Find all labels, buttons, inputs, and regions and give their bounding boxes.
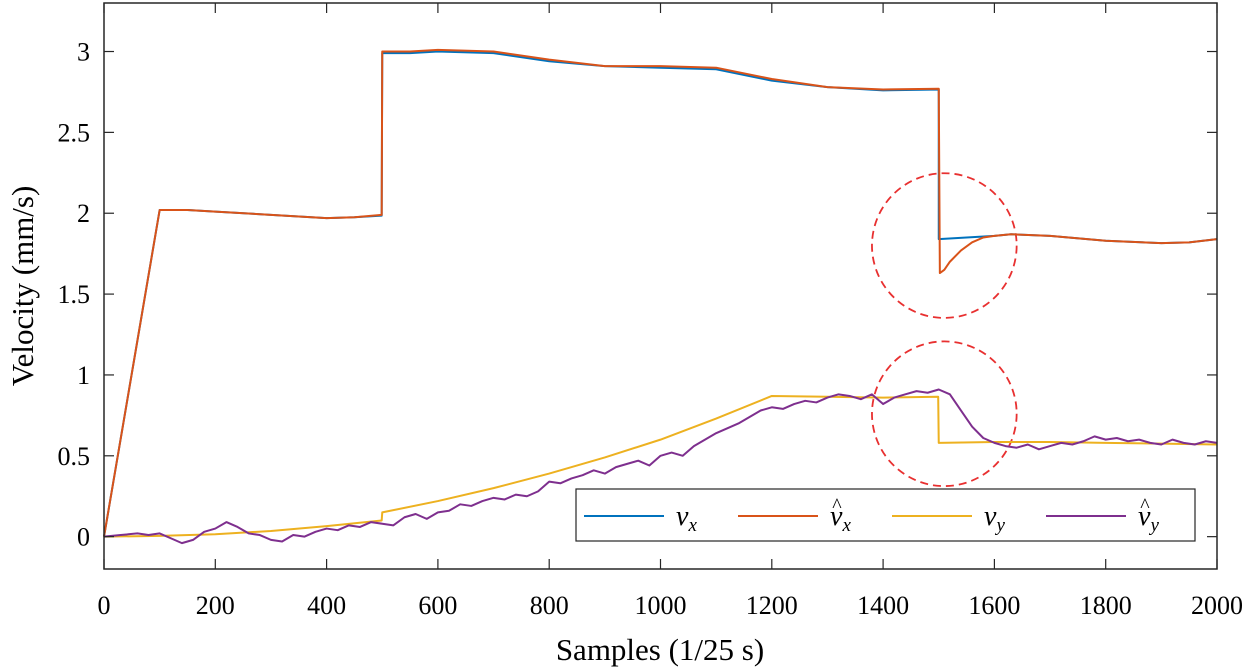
x-tick-label: 1400: [857, 591, 909, 620]
y-tick-label: 0: [77, 523, 90, 552]
x-tick-label: 1000: [635, 591, 687, 620]
legend-hat: ^: [832, 495, 842, 517]
series-layer: [103, 48, 1218, 545]
legend-item-v-y: vy: [892, 501, 1005, 536]
x-axis-label: Samples (1/25 s): [556, 632, 764, 667]
legend-label: vy: [984, 501, 1005, 536]
y-tick-label: 1: [77, 361, 90, 390]
legend-hat: ^: [1140, 495, 1150, 517]
x-tick-label: 2000: [1191, 591, 1243, 620]
legend-item-v-x: vx: [584, 501, 697, 536]
series-line-v-y-hat: [103, 388, 1218, 545]
legend-item-v-x-hat: vx^: [738, 495, 851, 536]
x-tick-label: 600: [418, 591, 457, 620]
y-tick-label: 1.5: [58, 280, 91, 309]
ticks-layer: [103, 3, 1218, 569]
annotations-layer: [871, 172, 1018, 487]
legend-label: vy: [1138, 501, 1159, 536]
legend-item-v-y-hat: vy^: [1046, 495, 1159, 536]
legend-label: vx: [676, 501, 697, 536]
x-tick-label: 400: [307, 591, 346, 620]
x-tick-label: 800: [530, 591, 569, 620]
tick-labels-layer: 0 200 400 600 800 1000 1200 1400 1600 1800 2000 0 0.…: [58, 38, 1244, 620]
x-tick-label: 1800: [1080, 591, 1132, 620]
x-tick-label: 1600: [968, 591, 1020, 620]
legend-label: vx: [830, 501, 851, 536]
y-tick-label: 3: [77, 38, 90, 67]
series-line-v-y: [103, 394, 1218, 538]
legend: vx vx^ vy vy^: [575, 488, 1196, 542]
y-tick-label: 0.5: [58, 442, 91, 471]
x-tick-label: 200: [196, 591, 235, 620]
series-line-v-x-hat: [103, 48, 1218, 537]
x-tick-label: 0: [98, 591, 111, 620]
y-axis-label: Velocity (mm/s): [5, 186, 40, 387]
highlight-circle-1: [871, 172, 1018, 319]
highlight-circle-2: [871, 340, 1018, 487]
plot-area: [104, 3, 1217, 569]
y-tick-label: 2: [77, 199, 90, 228]
x-tick-label: 1200: [746, 591, 798, 620]
y-tick-label: 2.5: [58, 118, 91, 147]
